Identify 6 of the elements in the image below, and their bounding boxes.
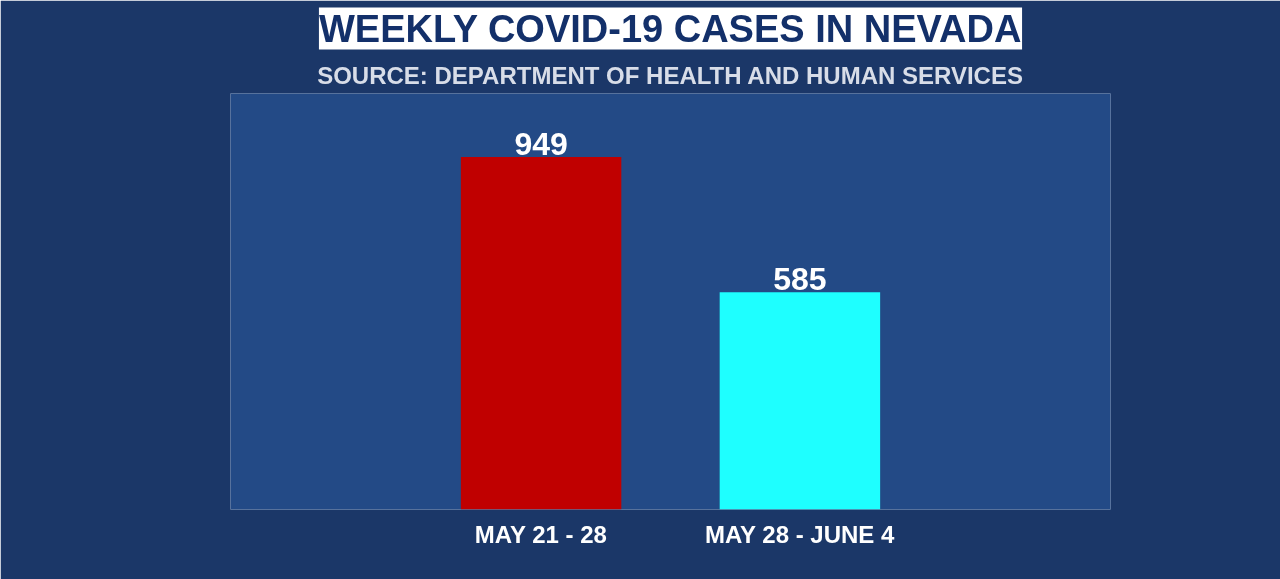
data-label: 585 xyxy=(773,261,827,298)
source-note: SOURCE: DEPARTMENT OF HEALTH AND HUMAN SERVICES xyxy=(317,61,1023,89)
data-label: 949 xyxy=(514,125,568,162)
chart-title: WEEKLY COVID-19 CASES IN NEVADA xyxy=(318,7,1022,50)
x-tick-label: MAY 21 - 28 xyxy=(474,520,607,548)
x-tick-label: MAY 28 - JUNE 4 xyxy=(704,520,896,548)
